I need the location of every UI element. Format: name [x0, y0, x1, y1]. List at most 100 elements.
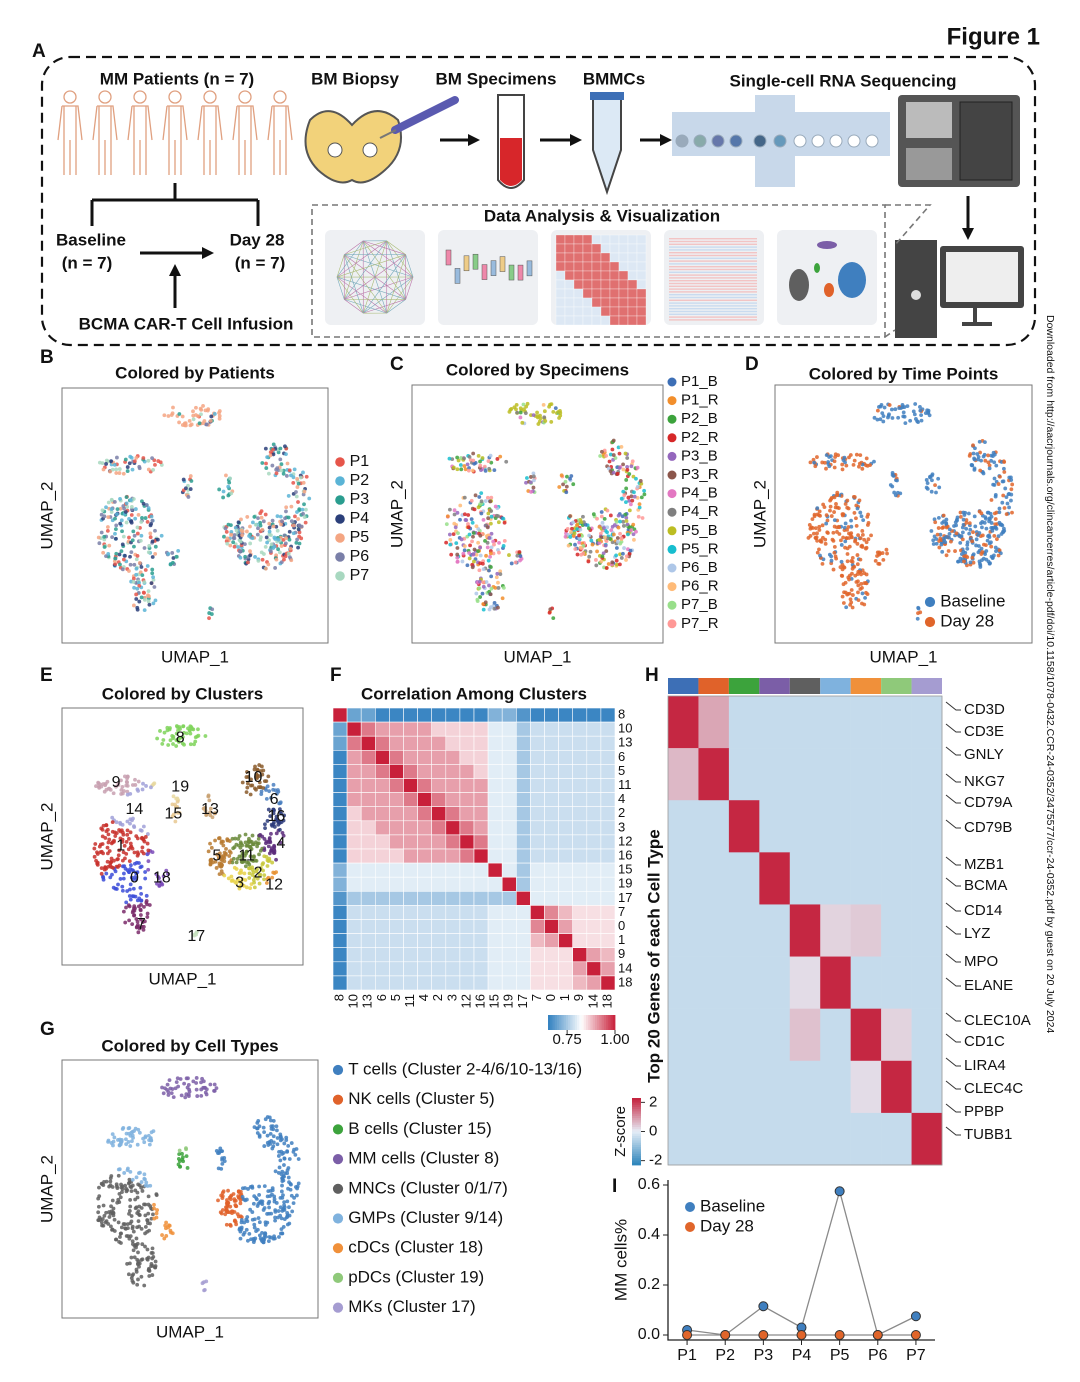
cell-dot	[220, 1157, 225, 1162]
cell-dot	[466, 468, 471, 473]
cell-dot	[226, 484, 231, 489]
cell-dot	[138, 885, 143, 890]
heatmap-cell	[417, 876, 433, 892]
cell-dot	[102, 545, 107, 549]
cell-dot	[262, 1144, 267, 1148]
cell-dot	[98, 782, 102, 787]
cell-dot	[217, 487, 222, 492]
cell-dot	[247, 1231, 252, 1236]
heatmap-block	[850, 696, 882, 749]
cell-dot	[277, 827, 282, 832]
gene-label: NKG7	[964, 773, 1005, 790]
arrow-head	[202, 247, 214, 259]
cell-dot	[293, 514, 297, 519]
cell-dot	[224, 1222, 229, 1227]
heatmap-cell	[403, 890, 418, 906]
heatmap-cell	[346, 933, 362, 948]
cell-dot	[228, 1194, 233, 1199]
cell-dot	[114, 471, 119, 475]
cell-dot	[269, 1126, 274, 1131]
cell-dot	[171, 1095, 176, 1100]
cell-dot	[632, 490, 636, 495]
cell-dot	[135, 919, 140, 924]
cell-dot	[92, 846, 97, 851]
heatmap-cell	[487, 806, 503, 822]
cell-dot	[614, 558, 619, 563]
heatmap-cell	[558, 975, 573, 991]
cell-dot	[100, 508, 105, 513]
heatmap-cell	[544, 778, 559, 793]
cell-dot	[626, 495, 631, 500]
cell-dot	[291, 1150, 296, 1154]
cell-dot	[289, 519, 294, 524]
heatmap-cell	[600, 890, 616, 906]
cell-dot	[478, 459, 482, 464]
cell-dot	[181, 477, 186, 482]
cell-dot	[277, 1150, 281, 1154]
cell-dot	[471, 451, 476, 456]
cell-dot	[147, 544, 152, 548]
heatmap-cell	[445, 792, 461, 807]
cell-dot	[903, 421, 908, 426]
cell-dot	[272, 843, 276, 848]
cell-dot	[618, 519, 622, 524]
cell-dot	[225, 1198, 229, 1202]
cell-dot	[144, 1180, 149, 1185]
mini-cell	[618, 243, 629, 254]
cell-dot	[958, 510, 963, 515]
cell-dot	[848, 597, 853, 602]
heatmap-block	[850, 956, 882, 1009]
cell-dot	[152, 1206, 156, 1211]
cell-dot	[934, 541, 939, 546]
cell-dot	[139, 595, 144, 600]
cell-dot	[264, 854, 269, 859]
cell-dot	[634, 529, 638, 534]
cell-dot	[832, 550, 837, 555]
cell-dot	[587, 554, 592, 559]
colorbar-step	[632, 1111, 641, 1115]
cell-dot	[241, 1232, 246, 1237]
series-point	[834, 1330, 845, 1340]
cell-dot	[144, 503, 149, 508]
cell-dot	[284, 452, 288, 457]
cell-dot	[128, 1144, 133, 1148]
heatmap-cell	[389, 792, 404, 807]
cell-dot	[551, 616, 556, 621]
cell-dot	[891, 474, 896, 478]
cell-dot	[159, 533, 164, 538]
cell-dot	[250, 1217, 255, 1222]
cell-dot	[174, 744, 179, 748]
cell-dot	[134, 925, 139, 930]
cell-dot	[266, 1201, 271, 1206]
network-edge	[386, 240, 407, 300]
cell-dot	[294, 540, 299, 545]
cell-dot	[256, 1118, 261, 1123]
cell-dot	[815, 506, 820, 511]
mini-cell	[573, 261, 584, 272]
cell-dot	[182, 730, 186, 735]
cell-dot	[606, 562, 611, 566]
cell-dot	[120, 888, 125, 893]
cell-dot	[289, 504, 294, 509]
cell-dot	[858, 557, 863, 562]
cell-dot	[1010, 482, 1015, 487]
heatmap-cell	[487, 890, 503, 906]
cell-dot	[845, 498, 850, 503]
cell-dot	[116, 857, 120, 861]
cell-dot	[820, 523, 825, 528]
cell-dot	[497, 550, 501, 555]
cell-dot	[119, 549, 124, 554]
heatmap-cell	[389, 862, 404, 878]
cell-dot	[594, 563, 599, 568]
heatmap-cell	[374, 834, 390, 850]
heatmap-cell	[374, 933, 390, 948]
cell-dot	[486, 558, 491, 563]
cell-dot	[575, 523, 579, 528]
heatmap-block	[698, 1112, 730, 1166]
legend-swatch	[335, 495, 345, 505]
heatmap-cell	[445, 975, 461, 991]
cell-dot	[143, 516, 148, 520]
legend-label: MKs (Cluster 17)	[348, 1297, 476, 1316]
cell-dot	[281, 833, 286, 838]
cell-dot	[250, 536, 255, 541]
